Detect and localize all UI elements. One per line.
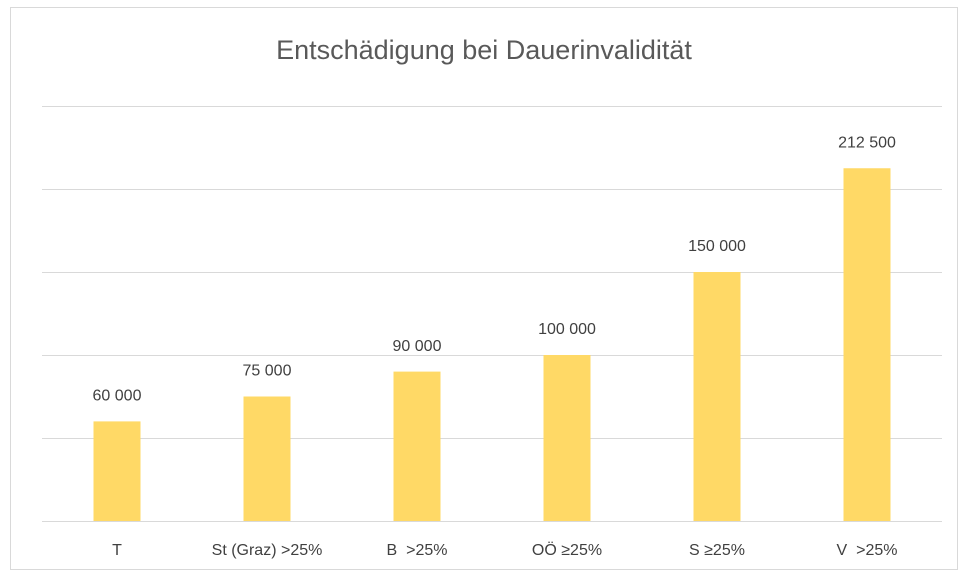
x-tick-label: B >25% (387, 542, 448, 559)
data-label: 90 000 (393, 338, 442, 355)
x-tick-label: OÖ ≥25% (532, 541, 602, 559)
data-label: 150 000 (688, 238, 746, 255)
data-label: 60 000 (93, 388, 142, 405)
x-tick-label: S ≥25% (689, 542, 745, 559)
x-tick-label: V >25% (837, 542, 898, 559)
x-tick-label: St (Graz) >25% (212, 542, 323, 559)
bar (93, 421, 141, 521)
chart-frame (10, 7, 958, 570)
x-tick-label: T (112, 542, 122, 559)
bar (243, 396, 291, 521)
data-label: 75 000 (243, 363, 292, 380)
data-label: 100 000 (538, 321, 596, 338)
bar (693, 272, 741, 521)
bar (843, 168, 891, 521)
bar (393, 371, 441, 521)
chart-title: Entschädigung bei Dauerinvalidität (276, 35, 692, 65)
data-label: 212 500 (838, 134, 896, 151)
bar (543, 355, 591, 521)
